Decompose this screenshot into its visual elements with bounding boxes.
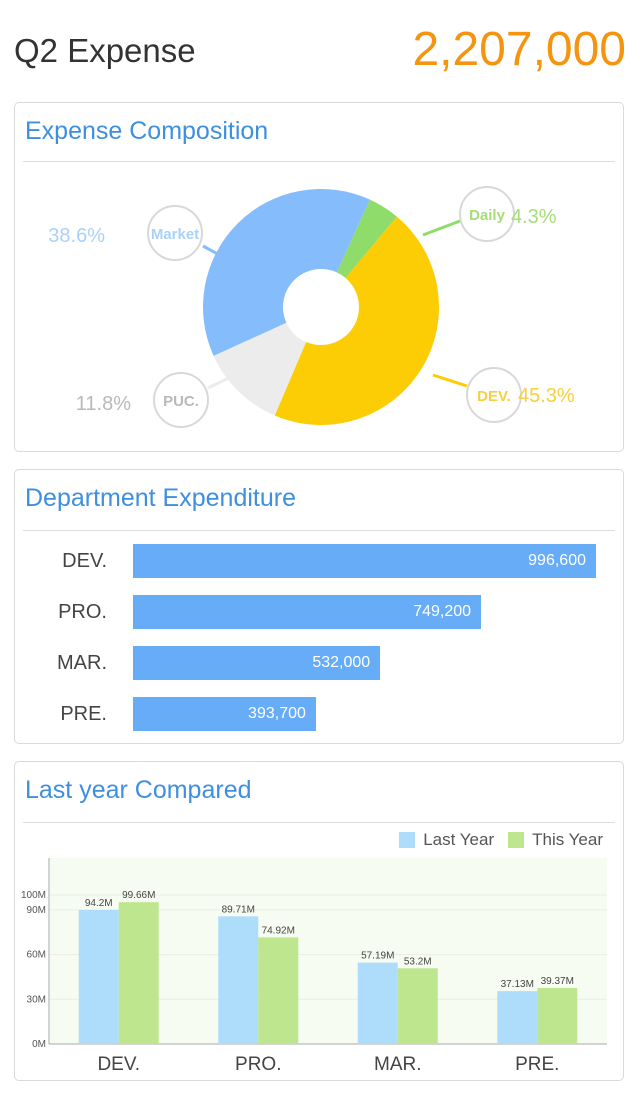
- pie-leader-line-market: [202, 244, 226, 260]
- expense-composition-title: Expense Composition: [25, 117, 269, 145]
- comparison-legend: Last Year This Year: [385, 830, 603, 850]
- card-divider: [23, 530, 615, 531]
- card-divider: [23, 161, 615, 162]
- dept-bar-value-pre: 393,700: [248, 705, 306, 722]
- total-expense-value: 2,207,000: [412, 23, 626, 76]
- y-tick-label: 90M: [27, 905, 46, 916]
- x-tick-label-dev: DEV.: [97, 1054, 140, 1075]
- y-tick-label: 30M: [27, 994, 46, 1005]
- pie-percent-label-dev: 45.3%: [518, 385, 575, 407]
- cmp-bar-value-label: 39.37M: [541, 976, 574, 987]
- page-header: Q2 Expense 2,207,000: [0, 0, 640, 100]
- legend-swatch-last-year: [399, 832, 416, 848]
- y-tick-label: 60M: [27, 950, 46, 961]
- cmp-bar-pre-last-year: [497, 991, 538, 1044]
- y-tick-label: 0M: [32, 1039, 46, 1050]
- cmp-bar-value-label: 99.66M: [122, 890, 155, 901]
- cmp-bar-value-label: 74.92M: [262, 925, 295, 936]
- expense-composition-pie-chart: Market 38.6% Daily 4.3% DEV. 45.3% PUC. 11.8%: [48, 186, 575, 428]
- pie-label-bubble-puc: [153, 372, 209, 428]
- department-expenditure-card: Department Expenditure DEV. 996,600 PRO. 74…: [14, 469, 624, 744]
- dept-bar-value-pro: 749,200: [413, 603, 472, 620]
- dept-bar-value-dev: 996,600: [528, 552, 586, 569]
- cmp-bar-pro-this-year: [258, 937, 299, 1044]
- pie-percent-label-puc: 11.8%: [76, 393, 131, 415]
- pie-label-bubble-daily: [459, 186, 515, 242]
- cmp-bar-value-label: 53.2M: [404, 956, 432, 967]
- expense-composition-card: Expense Composition Market 38.6% Daily 4.3%…: [14, 102, 624, 452]
- pie-slice-market: [202, 189, 370, 356]
- y-tick-label: 100M: [21, 890, 46, 901]
- cmp-bar-value-label: 89.71M: [222, 904, 255, 915]
- cmp-bar-pre-this-year: [537, 987, 578, 1044]
- pie-category-label-dev: DEV.: [477, 388, 511, 405]
- pie-leader-line-daily: [422, 219, 461, 237]
- dept-bar-mar: 532,000: [133, 646, 381, 680]
- dept-category-label-dev: DEV.: [62, 550, 107, 572]
- x-tick-label-pro: PRO.: [235, 1054, 281, 1075]
- x-tick-label-pre: PRE.: [515, 1054, 559, 1075]
- last-year-compared-bar-chart: 0M 30M 60M 90M 100M 94.2M 99.66M DEV. 89.71M 74.9…: [21, 858, 607, 1075]
- dept-bar-dev: 996,600: [133, 544, 596, 578]
- cmp-bar-mar-this-year: [397, 968, 438, 1044]
- x-tick-label-mar: MAR.: [374, 1054, 422, 1075]
- legend-label-last-year: Last Year: [423, 830, 495, 849]
- dept-category-label-mar: MAR.: [57, 652, 107, 674]
- pie-category-label-market: Market: [151, 226, 199, 243]
- dept-category-label-pre: PRE.: [60, 703, 107, 725]
- pie-slice-daily: [336, 199, 397, 278]
- cmp-bar-value-label: 37.13M: [501, 979, 534, 990]
- dept-bar-pre: 393,700: [133, 697, 316, 731]
- legend-swatch-this-year: [508, 832, 525, 848]
- pie-slice-puc: [213, 322, 307, 416]
- legend-label-this-year: This Year: [532, 830, 603, 849]
- dept-bar-value-mar: 532,000: [312, 654, 371, 671]
- pie-slice-dev: [274, 216, 439, 425]
- cmp-bar-dev-last-year: [78, 909, 119, 1044]
- pie-leader-line-dev: [432, 373, 468, 388]
- page-title: Q2 Expense: [14, 32, 196, 69]
- pie-percent-label-daily: 4.3%: [511, 206, 557, 228]
- dept-category-label-pro: PRO.: [58, 601, 107, 623]
- legend-item-this-year: This Year: [508, 830, 603, 850]
- pie-label-bubble-market: [147, 205, 203, 261]
- pie-label-bubble-dev: [466, 367, 522, 423]
- cmp-bar-dev-this-year: [118, 902, 159, 1044]
- pie-percent-label-market: 38.6%: [48, 225, 105, 247]
- last-year-compared-title: Last year Compared: [25, 776, 252, 804]
- pie-category-label-daily: Daily: [469, 207, 506, 224]
- last-year-compared-card: Last year Compared Last Year This Year 0M…: [14, 761, 624, 1081]
- cmp-bar-value-label: 57.19M: [361, 951, 394, 962]
- pie-leader-line-puc: [207, 373, 236, 390]
- cmp-bar-mar-last-year: [357, 962, 398, 1044]
- pie-category-label-puc: PUC.: [163, 393, 199, 410]
- legend-item-last-year: Last Year: [399, 830, 494, 850]
- cmp-bar-pro-last-year: [218, 916, 259, 1044]
- card-divider: [23, 822, 615, 823]
- cmp-bar-value-label: 94.2M: [85, 898, 113, 909]
- department-expenditure-title: Department Expenditure: [25, 484, 296, 512]
- dept-bar-pro: 749,200: [133, 595, 482, 629]
